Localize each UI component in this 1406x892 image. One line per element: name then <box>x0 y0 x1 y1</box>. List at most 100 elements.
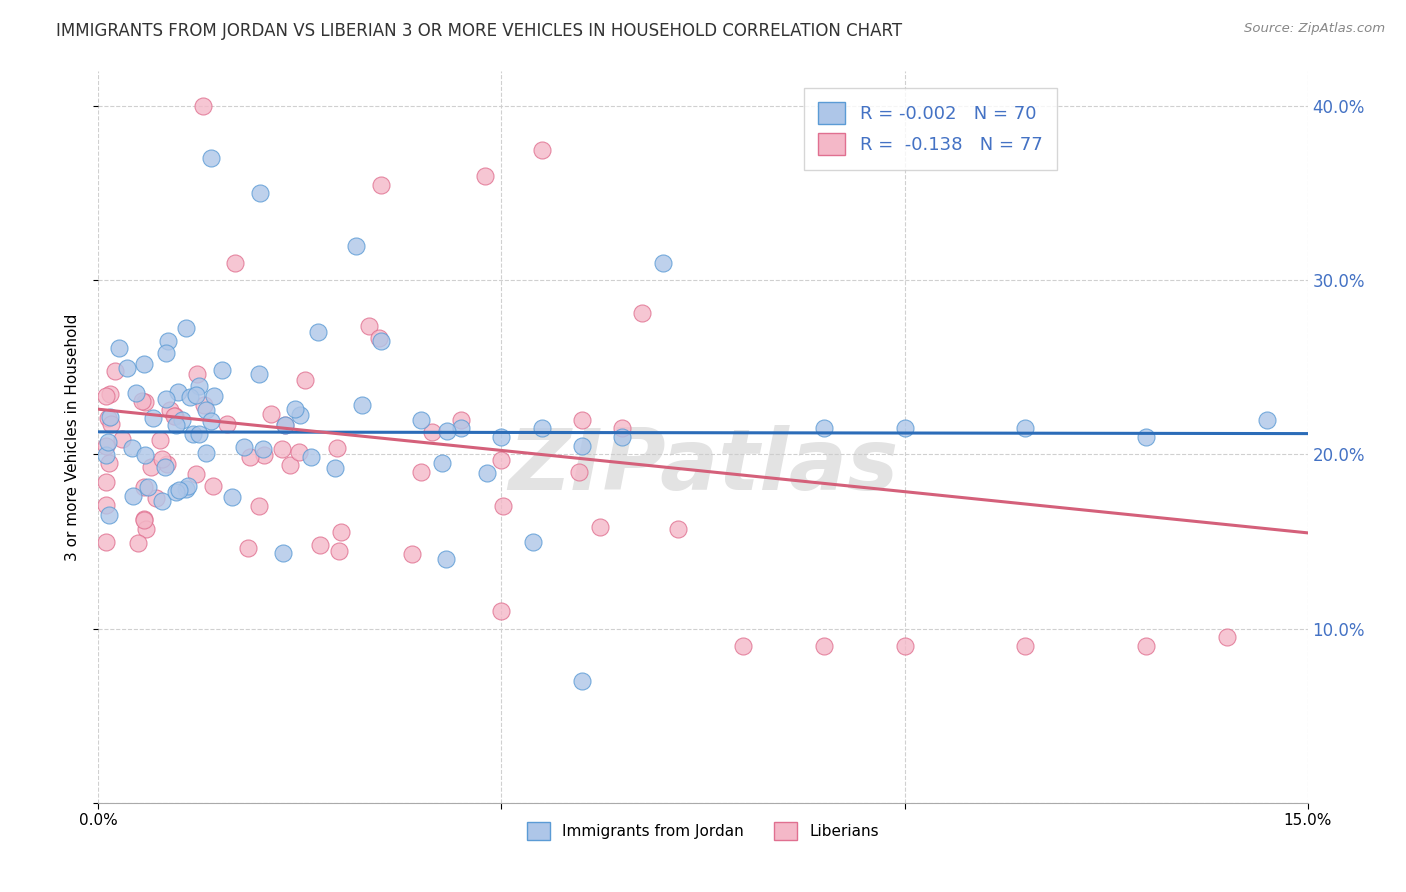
Point <box>1216 631 1239 645</box>
Point <box>150 452 173 467</box>
Point <box>328 544 350 558</box>
Point <box>97 411 120 425</box>
Point <box>233 440 256 454</box>
Point <box>145 491 167 505</box>
Point <box>194 403 217 417</box>
Point <box>307 325 329 339</box>
Point <box>111 432 134 446</box>
Point <box>97 434 120 449</box>
Point <box>159 403 181 417</box>
Point <box>131 394 153 409</box>
Point <box>1014 639 1036 653</box>
Point <box>401 547 423 561</box>
Point <box>631 306 654 320</box>
Point <box>188 379 211 393</box>
Point <box>193 398 215 412</box>
Point <box>172 412 194 426</box>
Point <box>117 361 139 376</box>
Point <box>260 407 283 421</box>
Text: Source: ZipAtlas.com: Source: ZipAtlas.com <box>1244 22 1385 36</box>
Point <box>179 390 201 404</box>
Point <box>181 427 204 442</box>
Point <box>167 384 190 399</box>
Point <box>96 498 118 512</box>
Point <box>122 489 145 503</box>
Point <box>1135 430 1157 444</box>
Point <box>271 546 294 560</box>
Point <box>135 522 157 536</box>
Point <box>274 418 297 433</box>
Point <box>492 499 515 513</box>
Point <box>194 445 217 459</box>
Point <box>121 441 143 455</box>
Point <box>288 444 311 458</box>
Point <box>733 639 755 653</box>
Point <box>125 386 148 401</box>
Point <box>567 465 589 479</box>
Point <box>96 389 118 403</box>
Point <box>108 341 131 355</box>
Point <box>202 479 225 493</box>
Point <box>184 467 207 482</box>
Y-axis label: 3 or more Vehicles in Household: 3 or more Vehicles in Household <box>65 313 80 561</box>
Point <box>96 535 118 549</box>
Point <box>651 256 673 270</box>
Legend: Immigrants from Jordan, Liberians: Immigrants from Jordan, Liberians <box>520 815 886 847</box>
Point <box>278 458 301 472</box>
Point <box>612 430 634 444</box>
Point <box>136 480 159 494</box>
Point <box>352 398 374 412</box>
Point <box>163 409 186 424</box>
Point <box>474 169 496 183</box>
Point <box>249 186 271 201</box>
Point <box>134 480 156 494</box>
Point <box>167 483 190 497</box>
Point <box>530 143 553 157</box>
Point <box>1256 412 1278 426</box>
Text: ZIPatlas: ZIPatlas <box>508 425 898 508</box>
Point <box>436 552 458 566</box>
Point <box>200 414 222 428</box>
Point <box>98 456 121 470</box>
Point <box>522 534 544 549</box>
Point <box>283 401 305 416</box>
Point <box>155 392 177 406</box>
Point <box>271 442 294 457</box>
Point <box>153 459 176 474</box>
Point <box>134 395 156 409</box>
Point <box>1135 639 1157 653</box>
Point <box>571 439 593 453</box>
Point <box>100 417 122 431</box>
Point <box>357 318 380 333</box>
Point <box>155 346 177 360</box>
Point <box>127 535 149 549</box>
Point <box>221 491 243 505</box>
Point <box>893 421 915 435</box>
Point <box>893 639 915 653</box>
Point <box>98 410 121 425</box>
Point <box>813 421 835 435</box>
Point <box>149 433 172 447</box>
Point <box>134 448 156 462</box>
Point <box>253 448 276 462</box>
Point <box>239 450 262 465</box>
Point <box>370 334 392 349</box>
Point <box>132 513 155 527</box>
Point <box>193 99 215 113</box>
Point <box>430 457 453 471</box>
Point <box>247 367 270 381</box>
Point <box>491 430 513 444</box>
Point <box>288 408 311 422</box>
Point <box>142 410 165 425</box>
Point <box>165 484 187 499</box>
Point <box>1014 421 1036 435</box>
Point <box>489 452 512 467</box>
Point <box>236 541 259 555</box>
Point <box>326 442 349 456</box>
Point <box>98 508 121 523</box>
Point <box>200 152 222 166</box>
Point <box>299 450 322 464</box>
Point <box>186 388 208 402</box>
Point <box>252 442 274 456</box>
Point <box>132 357 155 371</box>
